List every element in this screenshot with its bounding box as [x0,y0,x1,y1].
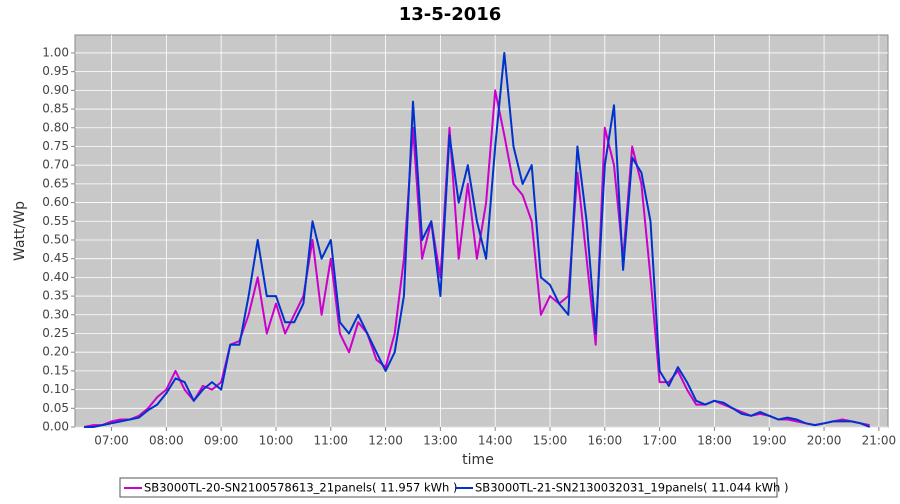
x-tick-label: 19:00 [752,434,787,448]
y-tick-label: 0.05 [42,401,69,415]
x-axis-label: time [462,452,494,468]
y-tick-label: 0.85 [42,102,69,116]
y-tick-label: 0.55 [42,214,69,228]
y-tick-label: 0.30 [42,307,69,321]
chart-title: 13-5-2016 [399,4,502,25]
x-tick-label: 14:00 [478,434,513,448]
y-tick-label: 0.95 [42,64,69,78]
y-tick-label: 0.70 [42,158,69,172]
series-line [83,89,870,428]
y-axis-label: Watt/Wp [12,201,28,261]
legend-label: SB3000TL-21-SN2130032031_19panels( 11.04… [475,481,788,495]
x-tick-label: 08:00 [149,434,184,448]
y-tick-label: 0.40 [42,270,69,284]
y-tick-label: 0.80 [42,120,69,134]
x-tick-label: 16:00 [588,434,623,448]
y-tick-label: 0.65 [42,176,69,190]
x-tick-label: 13:00 [423,434,458,448]
y-tick-label: 0.35 [42,289,69,303]
x-tick-label: 12:00 [368,434,403,448]
x-tick-label: 11:00 [313,434,348,448]
y-tick-label: 1.00 [42,45,69,59]
y-tick-label: 0.15 [42,363,69,377]
y-tick-label: 0.10 [42,382,69,396]
y-tick-label: 0.60 [42,195,69,209]
x-tick-label: 20:00 [807,434,842,448]
y-tick-label: 0.25 [42,326,69,340]
x-tick-label: 10:00 [259,434,294,448]
x-tick-label: 09:00 [204,434,239,448]
x-tick-label: 17:00 [642,434,677,448]
x-tick-label: 15:00 [533,434,568,448]
x-tick-label: 18:00 [697,434,732,448]
y-tick-label: 0.75 [42,139,69,153]
legend [119,477,778,498]
x-tick-label: 21:00 [862,434,897,448]
legend-label: SB3000TL-20-SN2100578613_21panels( 11.95… [144,481,457,495]
series-line [84,52,871,428]
x-tick-label: 07:00 [94,434,129,448]
y-tick-label: 0.00 [42,420,69,434]
y-tick-label: 0.20 [42,345,69,359]
y-tick-label: 0.45 [42,251,69,265]
y-tick-label: 0.50 [42,232,69,246]
y-tick-label: 0.90 [42,83,69,97]
